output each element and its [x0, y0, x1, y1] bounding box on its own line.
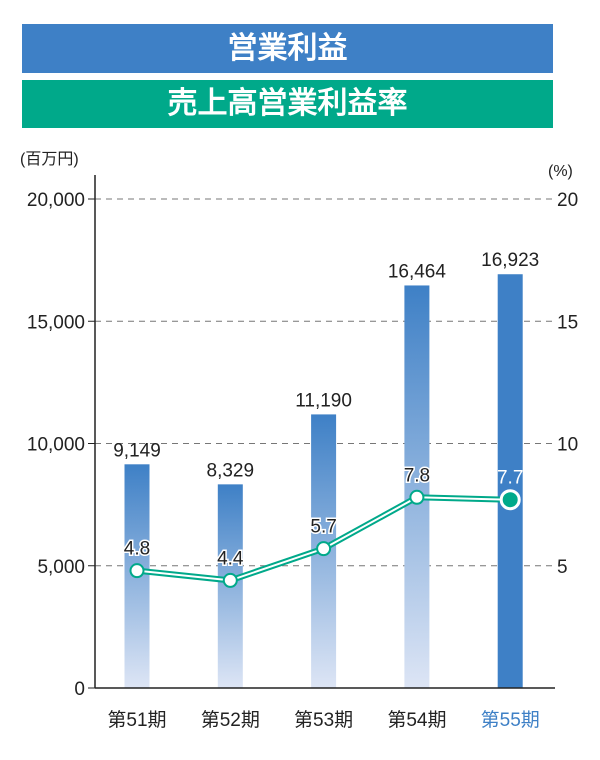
- margin-point: [499, 489, 521, 511]
- x-tick-label: 第53期: [294, 709, 353, 731]
- margin-value-label: 4.4: [217, 548, 244, 569]
- bar-value-label: 9,149: [113, 440, 161, 461]
- margin-point: [316, 541, 332, 557]
- margin-point: [409, 489, 425, 505]
- bar: [404, 285, 430, 688]
- left-tick-label: 5,000: [37, 557, 85, 578]
- left-tick-label: 20,000: [27, 190, 85, 211]
- margin-value-label: 4.8: [124, 539, 150, 560]
- margin-value-label: 7.8: [404, 465, 430, 486]
- bar-value-label: 16,923: [481, 250, 539, 271]
- left-tick-label: 0: [74, 679, 85, 700]
- right-tick-label: 15: [557, 312, 578, 333]
- margin-value-label: 7.7: [497, 468, 523, 489]
- x-tick-label: 第51期: [107, 709, 166, 731]
- bar-value-label: 11,190: [295, 390, 352, 411]
- right-tick-label: 10: [557, 435, 578, 456]
- margin-point: [222, 572, 238, 588]
- bar: [497, 274, 523, 688]
- margin-value-label: 5.7: [310, 517, 336, 538]
- title-operating-profit: 営業利益: [22, 24, 553, 73]
- right-axis-unit: (%): [548, 163, 573, 180]
- x-tick-label: 第55期: [481, 709, 540, 731]
- left-axis-unit: (百万円): [20, 151, 79, 168]
- title-operating-margin: 売上高営業利益率: [22, 80, 553, 128]
- right-tick-label: 20: [557, 190, 578, 211]
- x-tick-label: 第54期: [387, 709, 446, 731]
- left-tick-label: 10,000: [27, 435, 85, 456]
- bar-value-label: 8,329: [207, 460, 255, 481]
- margin-point: [129, 563, 145, 579]
- right-tick-label: 5: [557, 557, 568, 578]
- bar-value-label: 16,464: [388, 261, 447, 282]
- x-tick-label: 第52期: [201, 709, 260, 731]
- left-tick-label: 15,000: [27, 312, 85, 333]
